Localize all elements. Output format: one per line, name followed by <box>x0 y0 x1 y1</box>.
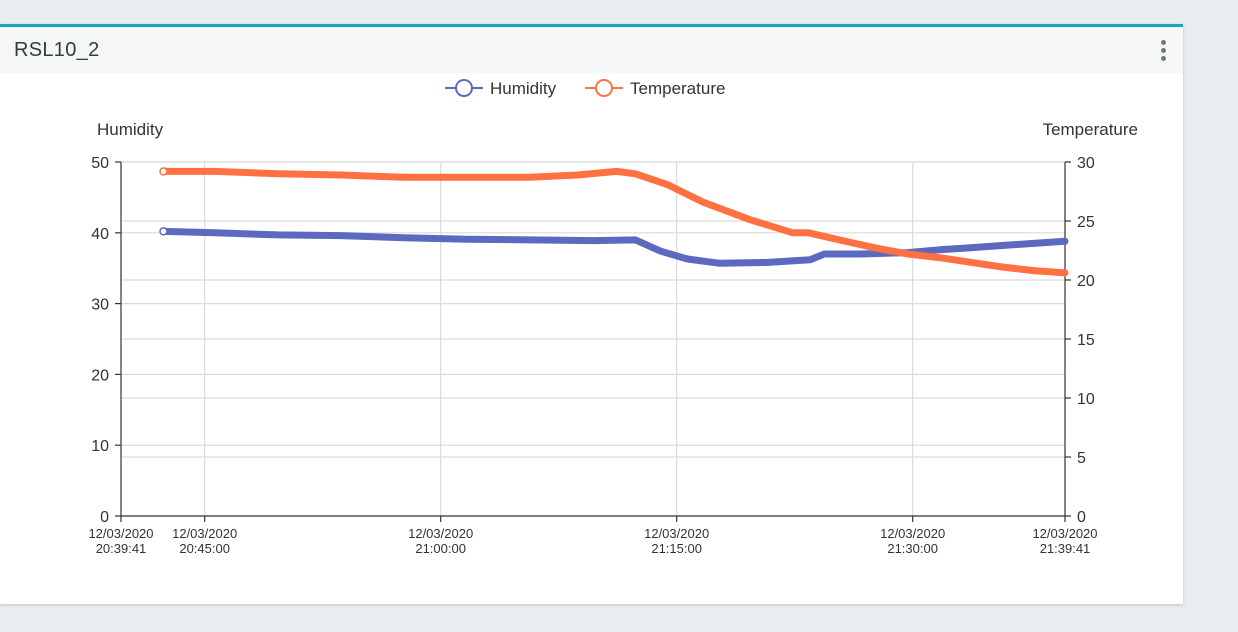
y-left-axis-title: Humidity <box>97 120 164 139</box>
chart-legend: Humidity Temperature <box>445 79 725 98</box>
y-right-tick-label: 20 <box>1077 273 1095 290</box>
series-line-humidity <box>160 227 1069 267</box>
y-right-tick-label: 10 <box>1077 391 1095 408</box>
chart-panel: RSL10_2 0 10 20 30 40 50 0 5 10 15 20 25 30 12/03/202… <box>0 24 1183 604</box>
chart-axes: 0 10 20 30 40 50 0 5 10 15 20 25 30 12/03/2020 20:39:4… <box>88 120 1138 556</box>
legend-item-temperature[interactable]: Temperature <box>585 79 725 98</box>
series-line-temperature <box>160 167 1069 277</box>
legend-label: Humidity <box>490 79 557 98</box>
y-right-axis-title: Temperature <box>1043 120 1138 139</box>
legend-item-humidity[interactable]: Humidity <box>445 79 557 98</box>
y-left-tick-label: 50 <box>91 155 109 172</box>
x-tick-label: 12/03/2020 21:00:00 <box>408 526 473 556</box>
y-left-tick-label: 20 <box>91 367 109 384</box>
x-tick-label: 12/03/2020 20:45:00 <box>172 526 237 556</box>
chart-series <box>159 167 1069 277</box>
more-vertical-icon[interactable] <box>1153 36 1175 66</box>
y-right-tick-label: 30 <box>1077 155 1095 172</box>
y-right-tick-label: 0 <box>1077 509 1086 526</box>
y-left-tick-label: 10 <box>91 438 109 455</box>
panel-header: RSL10_2 <box>0 27 1183 73</box>
x-tick-label: 12/03/2020 21:30:00 <box>880 526 945 556</box>
chart-grid <box>121 161 1065 516</box>
line-chart: 0 10 20 30 40 50 0 5 10 15 20 25 30 12/03/2020 20:39:4… <box>88 79 1138 556</box>
legend-label: Temperature <box>630 79 725 98</box>
x-tick-label: 12/03/2020 21:39:41 <box>1032 526 1097 556</box>
y-right-tick-label: 25 <box>1077 214 1095 231</box>
y-left-tick-label: 40 <box>91 226 109 243</box>
y-left-tick-label: 30 <box>91 297 109 314</box>
x-tick-label: 12/03/2020 21:15:00 <box>644 526 709 556</box>
series-start-point-humidity <box>159 227 168 236</box>
panel-title: RSL10_2 <box>14 39 100 61</box>
x-tick-label: 12/03/2020 20:39:41 <box>88 526 153 556</box>
y-right-tick-label: 5 <box>1077 450 1086 467</box>
y-left-tick-label: 0 <box>100 509 109 526</box>
y-right-tick-label: 15 <box>1077 332 1095 349</box>
series-start-point-temperature <box>159 167 168 176</box>
